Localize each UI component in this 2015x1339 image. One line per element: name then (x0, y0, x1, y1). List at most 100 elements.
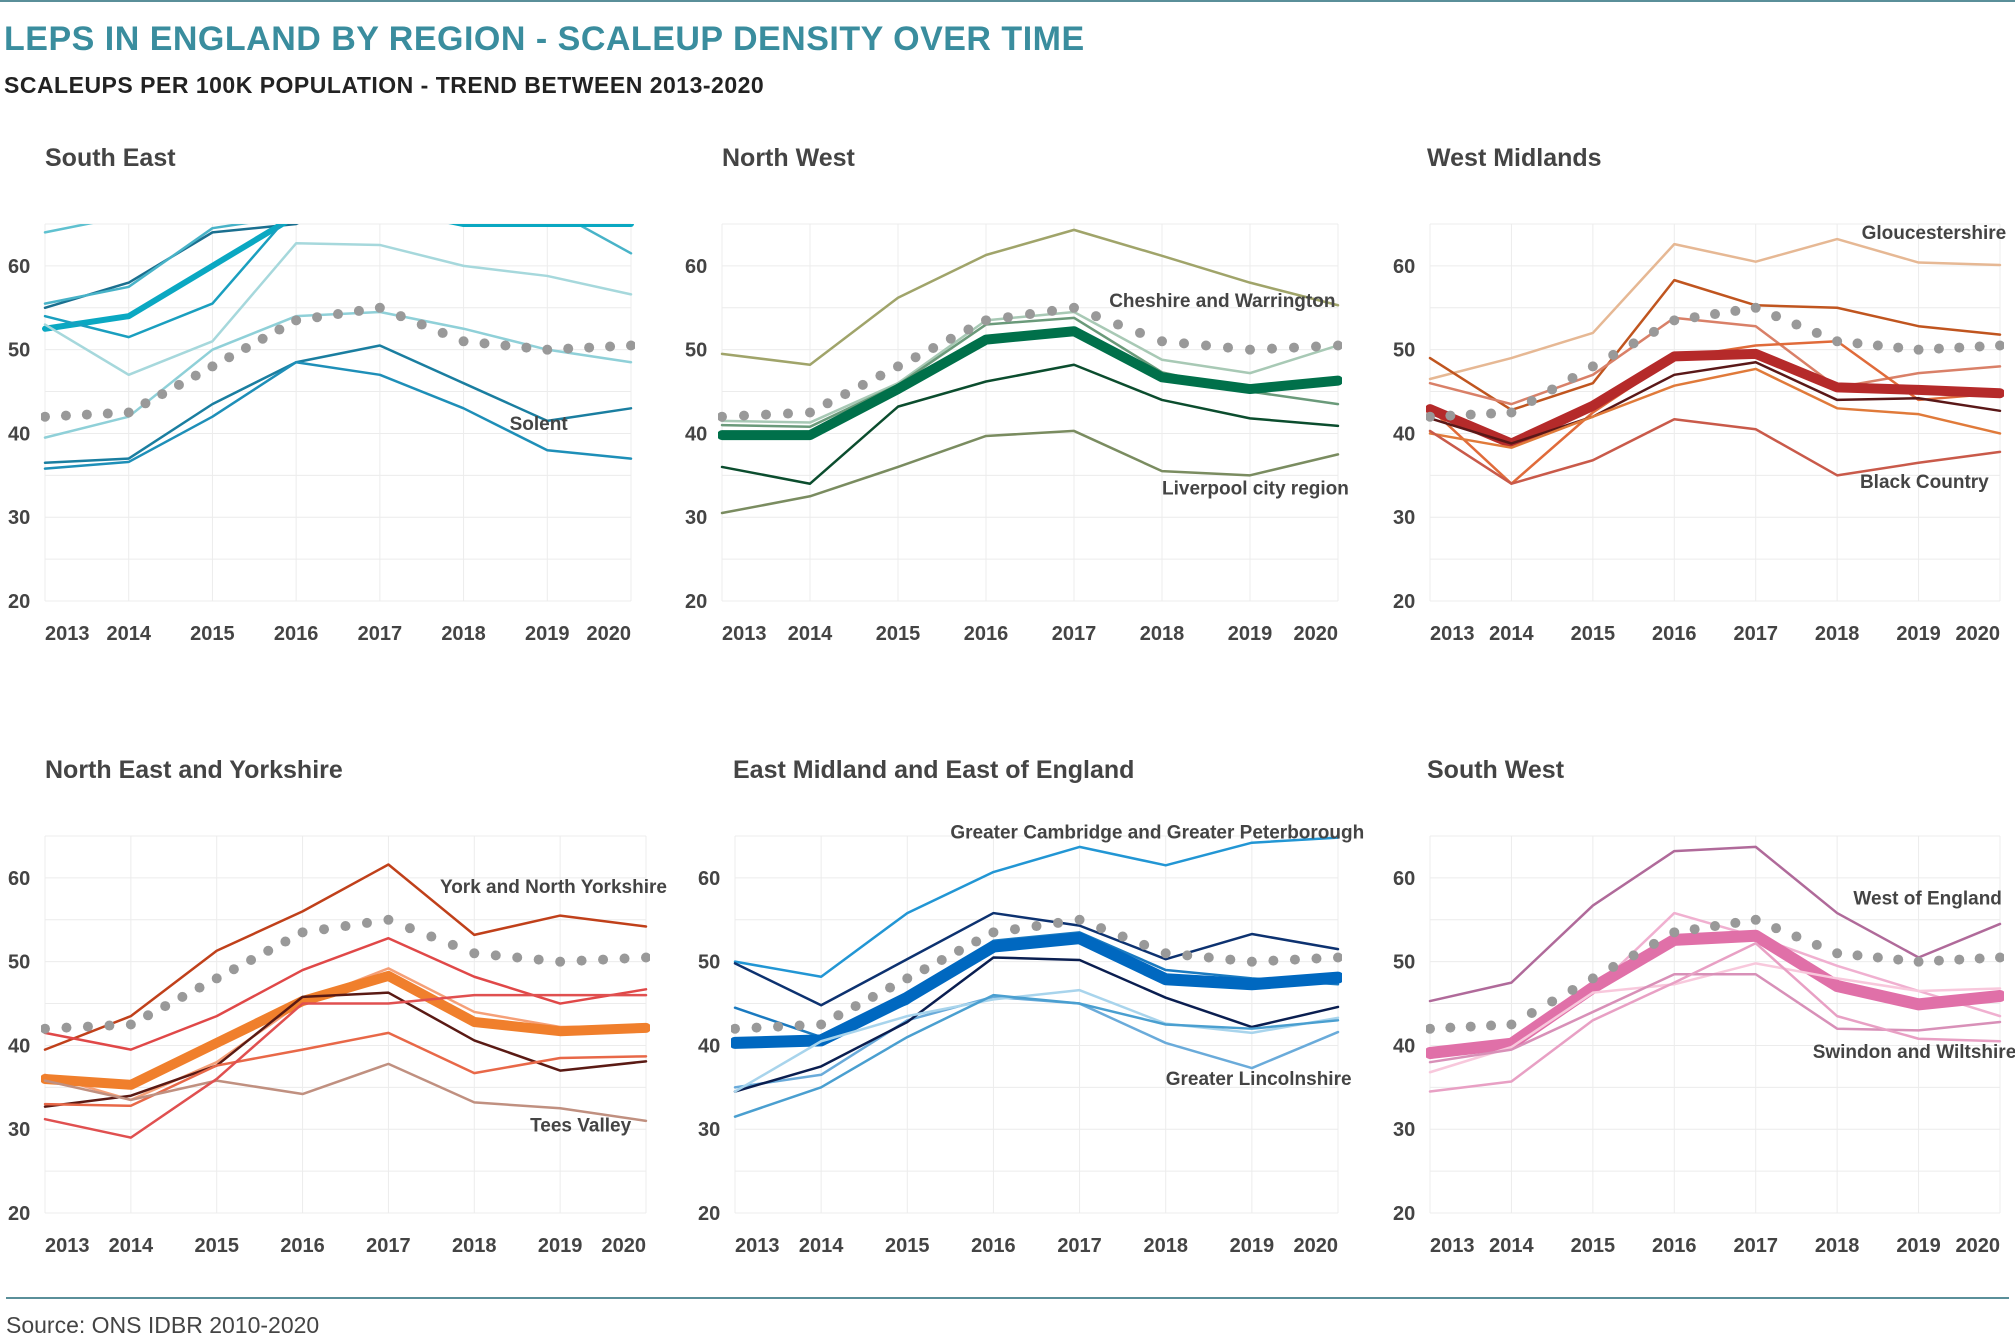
benchmark-dot (207, 361, 218, 372)
series-line-7 (43, 1062, 648, 1123)
benchmark-dot (1053, 917, 1064, 928)
benchmark-dot (1872, 340, 1883, 351)
benchmark-dot (333, 309, 343, 320)
y-tick-label: 60 (1393, 256, 1415, 278)
y-tick-label: 40 (8, 1035, 30, 1057)
y-tick-label: 20 (1393, 1203, 1415, 1225)
chart-title: North East and Yorkshire (45, 756, 343, 784)
benchmark-dot (626, 340, 635, 351)
benchmark-dot (902, 973, 913, 984)
benchmark-dot (1648, 938, 1659, 949)
benchmark-dot (928, 342, 939, 353)
x-tick-label: 2018 (1143, 1235, 1188, 1257)
series-line-6 (43, 242, 633, 377)
benchmark-dot (1047, 305, 1057, 316)
benchmark-dot (1791, 319, 1802, 330)
chart-panel-4: North East and Yorkshire 20 30 40 50 60 2013 20… (8, 756, 667, 1257)
benchmark-dot (263, 945, 274, 956)
benchmark-dot (761, 409, 771, 420)
y-tick-label: 20 (8, 591, 30, 613)
benchmark-dot (1246, 956, 1257, 967)
x-tick-label: 2016 (971, 1235, 1016, 1257)
benchmark-dot (143, 1010, 154, 1021)
chart-plot-area (731, 836, 1342, 1118)
chart-panel-1: South East 20 30 40 50 60 2013 2014 2015 2016 2017… (8, 144, 635, 645)
benchmark-dot (1426, 411, 1435, 422)
benchmark-dot (1933, 955, 1944, 966)
x-tick-label: 2016 (274, 623, 319, 645)
benchmark-dot (1506, 407, 1517, 418)
benchmark-dot (1669, 315, 1680, 326)
benchmark-dot (563, 343, 574, 354)
benchmark-dot (1486, 408, 1497, 419)
x-tick-label: 2014 (1489, 1235, 1534, 1257)
benchmark-dot (194, 982, 205, 993)
benchmark-dot (240, 342, 251, 353)
chart-title: North West (722, 144, 856, 172)
benchmark-dot (1893, 342, 1904, 353)
benchmark-dot (605, 341, 616, 352)
x-tick-label: 2018 (441, 623, 486, 645)
series-annotation: Tees Valley (530, 1116, 631, 1137)
benchmark-dot (1587, 361, 1598, 372)
chart-plot-area (718, 228, 1342, 515)
benchmark-dot (910, 352, 921, 363)
x-tick-label: 2016 (1652, 1235, 1697, 1257)
series-annotation: West of England (1853, 889, 2001, 910)
benchmark-dot (1995, 340, 2004, 351)
benchmark-dot (1710, 309, 1720, 320)
chart-title: East Midland and East of England (733, 756, 1134, 784)
series-line-2 (43, 224, 299, 310)
series-line-2 (43, 936, 648, 1051)
x-tick-label: 2013 (735, 1235, 780, 1257)
chart-title: South East (45, 144, 176, 172)
series-line-6 (1428, 360, 2002, 445)
y-tick-label: 40 (685, 423, 707, 445)
benchmark-dot (395, 311, 406, 322)
benchmark-dot (542, 344, 553, 355)
benchmark-dot (1750, 302, 1761, 313)
x-tick-label: 2020 (1956, 623, 2001, 645)
series-line-2 (1428, 278, 2002, 412)
benchmark-dot (1750, 914, 1761, 925)
benchmark-dot (822, 398, 833, 409)
series-annotation: Gloucestershire (1862, 223, 2007, 244)
benchmark-dot (981, 315, 991, 326)
series-line-3 (1426, 929, 2004, 1059)
benchmark-dot (857, 379, 868, 390)
benchmark-dot (1730, 917, 1741, 928)
benchmark-dot (731, 1023, 740, 1034)
x-tick-label: 2013 (1430, 1235, 1475, 1257)
series-line-7 (733, 988, 1340, 1093)
chart-panel-6: South West 20 30 40 50 60 2013 2014 2015 2016 2017… (1393, 756, 2015, 1257)
benchmark-dot (1025, 309, 1035, 320)
benchmark-dot (312, 312, 323, 323)
benchmark-dot (718, 411, 727, 422)
benchmark-dot (1267, 343, 1277, 354)
series-line-1 (720, 228, 1340, 366)
x-tick-label: 2017 (1733, 623, 1778, 645)
benchmark-dot (555, 956, 566, 967)
benchmark-dot (102, 408, 113, 419)
benchmark-dot (945, 333, 956, 344)
x-tick-label: 2014 (799, 1235, 844, 1257)
x-tick-label: 2013 (45, 1235, 90, 1257)
benchmark-dot (140, 398, 151, 409)
y-tick-label: 30 (8, 507, 30, 529)
chart-title: West Midlands (1427, 144, 1602, 172)
benchmark-dot (1567, 984, 1578, 995)
benchmark-dot (783, 408, 793, 419)
benchmark-dot (1547, 384, 1558, 395)
benchmark-dot (1311, 341, 1321, 352)
y-tick-label: 50 (8, 952, 30, 974)
benchmark-dot (619, 953, 630, 964)
series-line-9 (43, 360, 633, 470)
benchmark-dot (963, 324, 974, 335)
benchmark-dot (1567, 372, 1578, 383)
benchmark-dot (794, 1020, 805, 1031)
benchmark-dot (1995, 952, 2004, 963)
series-line-6 (733, 956, 1340, 1093)
benchmark-dot (1117, 931, 1128, 942)
benchmark-dot (177, 991, 188, 1002)
benchmark-dot (340, 921, 351, 932)
